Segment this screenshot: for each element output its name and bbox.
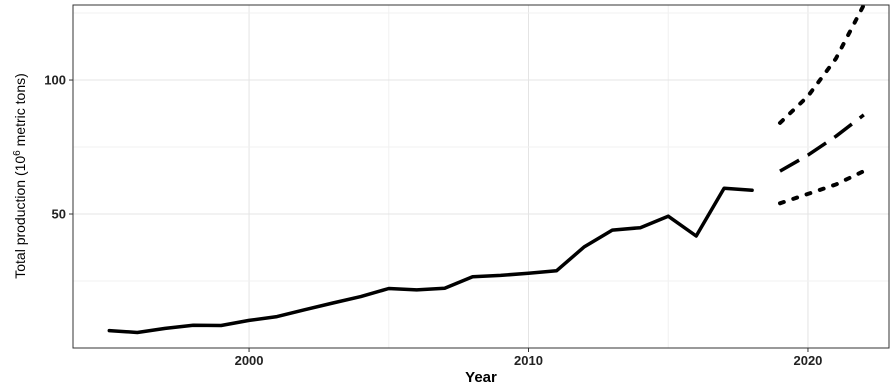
dotted-series-line	[778, 169, 866, 206]
x-tick-label: 2010	[514, 353, 543, 368]
y-axis-title: Total production (106 metric tons)	[12, 73, 28, 279]
y-tick-label: 100	[44, 73, 66, 88]
x-tick-label: 2000	[235, 353, 264, 368]
dashed-series-line	[779, 113, 865, 173]
y-axis: 50 100	[44, 73, 73, 222]
x-tick-label: 2020	[793, 353, 822, 368]
solid-series-line	[107, 186, 754, 335]
dotted-series-line	[778, 3, 866, 125]
grid-lines	[73, 5, 889, 348]
data-series	[107, 3, 866, 335]
y-tick-label: 50	[52, 207, 66, 222]
x-axis-title: Year	[465, 369, 497, 386]
plot-panel-border	[72, 4, 890, 349]
x-axis: 2000 2010 2020	[235, 348, 822, 368]
